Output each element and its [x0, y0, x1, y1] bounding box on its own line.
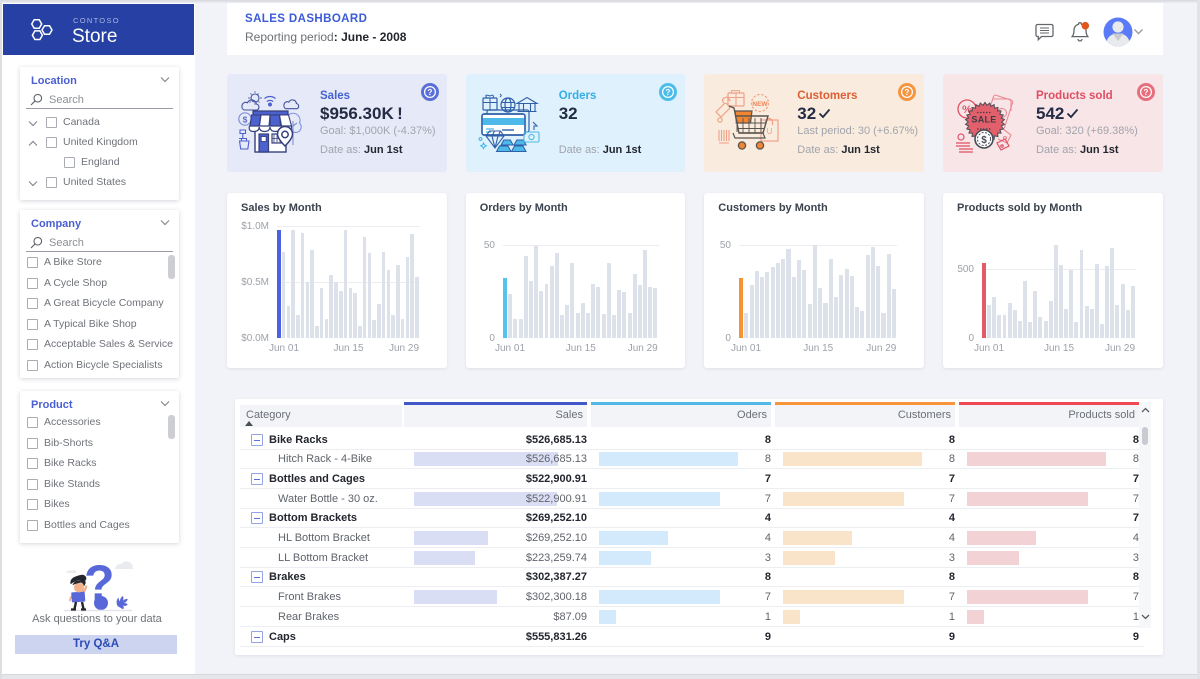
- svg-text:?: ?: [427, 88, 432, 97]
- svg-text:$: $: [243, 115, 248, 125]
- svg-text:U: U: [767, 127, 773, 136]
- svg-text:$: $: [981, 135, 987, 146]
- svg-text:%: %: [962, 104, 972, 116]
- svg-text:SALE: SALE: [971, 115, 996, 125]
- svg-text:NEW: NEW: [753, 101, 769, 108]
- svg-text:?: ?: [1143, 88, 1148, 97]
- svg-text:?: ?: [904, 88, 909, 97]
- svg-text:?: ?: [666, 88, 671, 97]
